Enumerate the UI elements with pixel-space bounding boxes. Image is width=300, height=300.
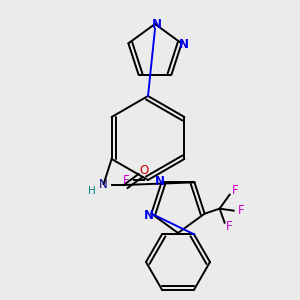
Text: H: H [88,186,95,196]
Text: N: N [99,178,108,191]
Text: N: N [178,38,189,51]
Text: F: F [226,220,233,233]
Text: N: N [144,209,154,222]
Text: N: N [152,17,162,31]
Text: O: O [139,164,148,176]
Text: F: F [123,173,129,187]
Text: N: N [154,175,164,188]
Text: F: F [238,204,245,217]
Text: F: F [232,184,239,197]
